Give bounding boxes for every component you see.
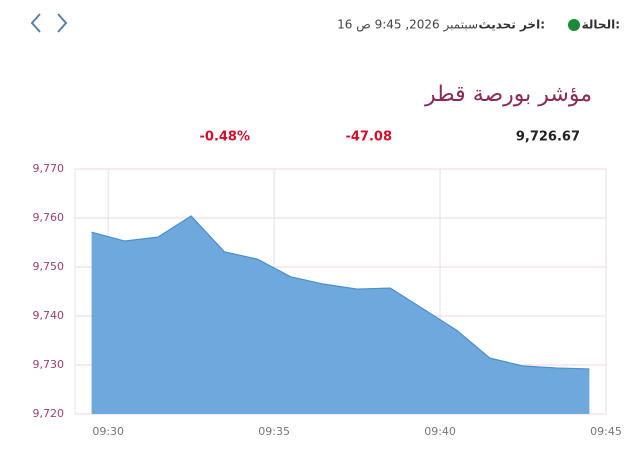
area-fill [91, 216, 590, 414]
next-arrow[interactable] [57, 13, 68, 33]
x-tick-label: 09:35 [258, 425, 290, 438]
index-change: -47.08 [345, 130, 392, 145]
update-time: 16 سبتمبر 2026, 9:45 ص [337, 18, 478, 33]
y-tick-label: 9,760 [33, 211, 65, 224]
status-dot [568, 19, 580, 31]
y-tick-label: 9,730 [33, 358, 65, 371]
x-tick-label: 09:30 [92, 425, 124, 438]
status-label: الحالة: [582, 18, 620, 32]
update-label: اخر تحديث: [478, 18, 545, 32]
y-tick-label: 9,770 [33, 162, 65, 175]
prev-arrow[interactable] [30, 13, 41, 33]
y-tick-label: 9,720 [33, 407, 65, 420]
index-value: 9,726.67 [516, 130, 580, 145]
x-tick-label: 09:40 [424, 425, 456, 438]
index-change-percent: -0.48% [200, 130, 251, 145]
area-line [91, 215, 590, 370]
x-tick-label: 09:45 [590, 425, 622, 438]
y-tick-label: 9,750 [33, 260, 65, 273]
index-name: مؤشر بورصة قطر [424, 82, 592, 107]
y-tick-label: 9,740 [33, 309, 65, 322]
